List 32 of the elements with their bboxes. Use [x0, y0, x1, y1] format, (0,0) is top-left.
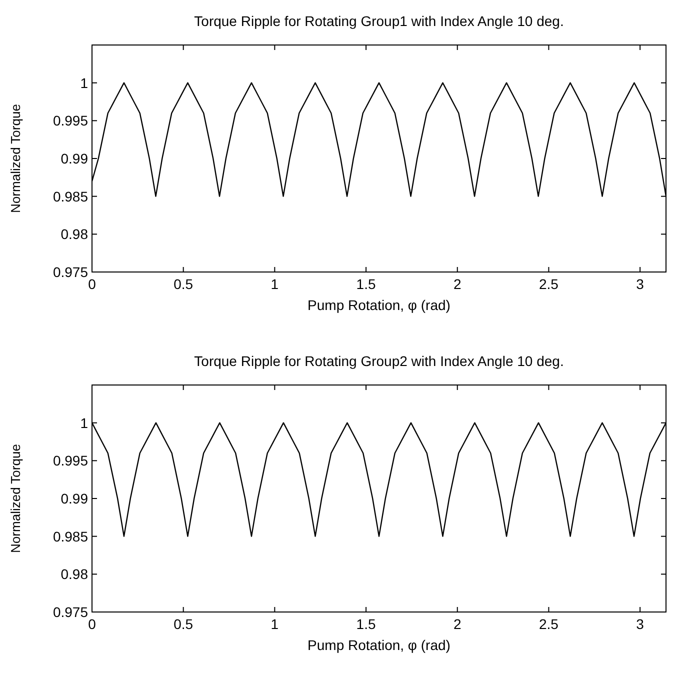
x-tick-label: 2.5 — [538, 276, 559, 292]
y-tick-label: 0.975 — [52, 604, 88, 620]
y-tick-label: 0.985 — [52, 188, 88, 204]
y-tick-label: 0.995 — [52, 112, 88, 129]
x-axis-title: Pump Rotation, φ (rad) — [308, 637, 450, 653]
x-tick-label: 1 — [270, 276, 279, 292]
x-tick-label: 1 — [270, 616, 279, 632]
y-tick-label: 0.99 — [60, 490, 88, 506]
x-tick-label: 3 — [636, 276, 644, 292]
y-axis-title: Normalized Torque — [8, 444, 23, 553]
y-tick-label: 0.99 — [60, 150, 88, 166]
y-tick-label: 0.985 — [52, 528, 88, 544]
y-tick-label: 1 — [80, 74, 88, 91]
chart-title: Torque Ripple for Rotating Group2 with Index Angle 10 deg. — [194, 353, 564, 369]
x-tick-label: 0 — [88, 616, 96, 632]
y-tick-label: 0.995 — [52, 452, 88, 469]
x-tick-label: 2 — [453, 276, 462, 292]
x-axis-title: Pump Rotation, φ (rad) — [308, 297, 450, 313]
y-axis-title: Normalized Torque — [8, 104, 23, 213]
x-tick-label: 0.5 — [174, 616, 194, 632]
x-tick-label: 3 — [636, 616, 644, 632]
x-tick-label: 1.5 — [356, 276, 376, 292]
x-tick-label: 0.5 — [174, 276, 194, 292]
y-tick-label: 0.98 — [60, 226, 88, 242]
y-tick-label: 0.975 — [52, 264, 88, 280]
x-tick-label: 0 — [88, 276, 96, 292]
x-tick-label: 1.5 — [356, 616, 376, 632]
x-tick-label: 2 — [453, 616, 462, 632]
y-tick-label: 0.98 — [60, 566, 88, 582]
x-tick-label: 2.5 — [538, 616, 559, 632]
y-tick-label: 1 — [80, 414, 88, 431]
chart-title: Torque Ripple for Rotating Group1 with Index Angle 10 deg. — [194, 13, 564, 29]
